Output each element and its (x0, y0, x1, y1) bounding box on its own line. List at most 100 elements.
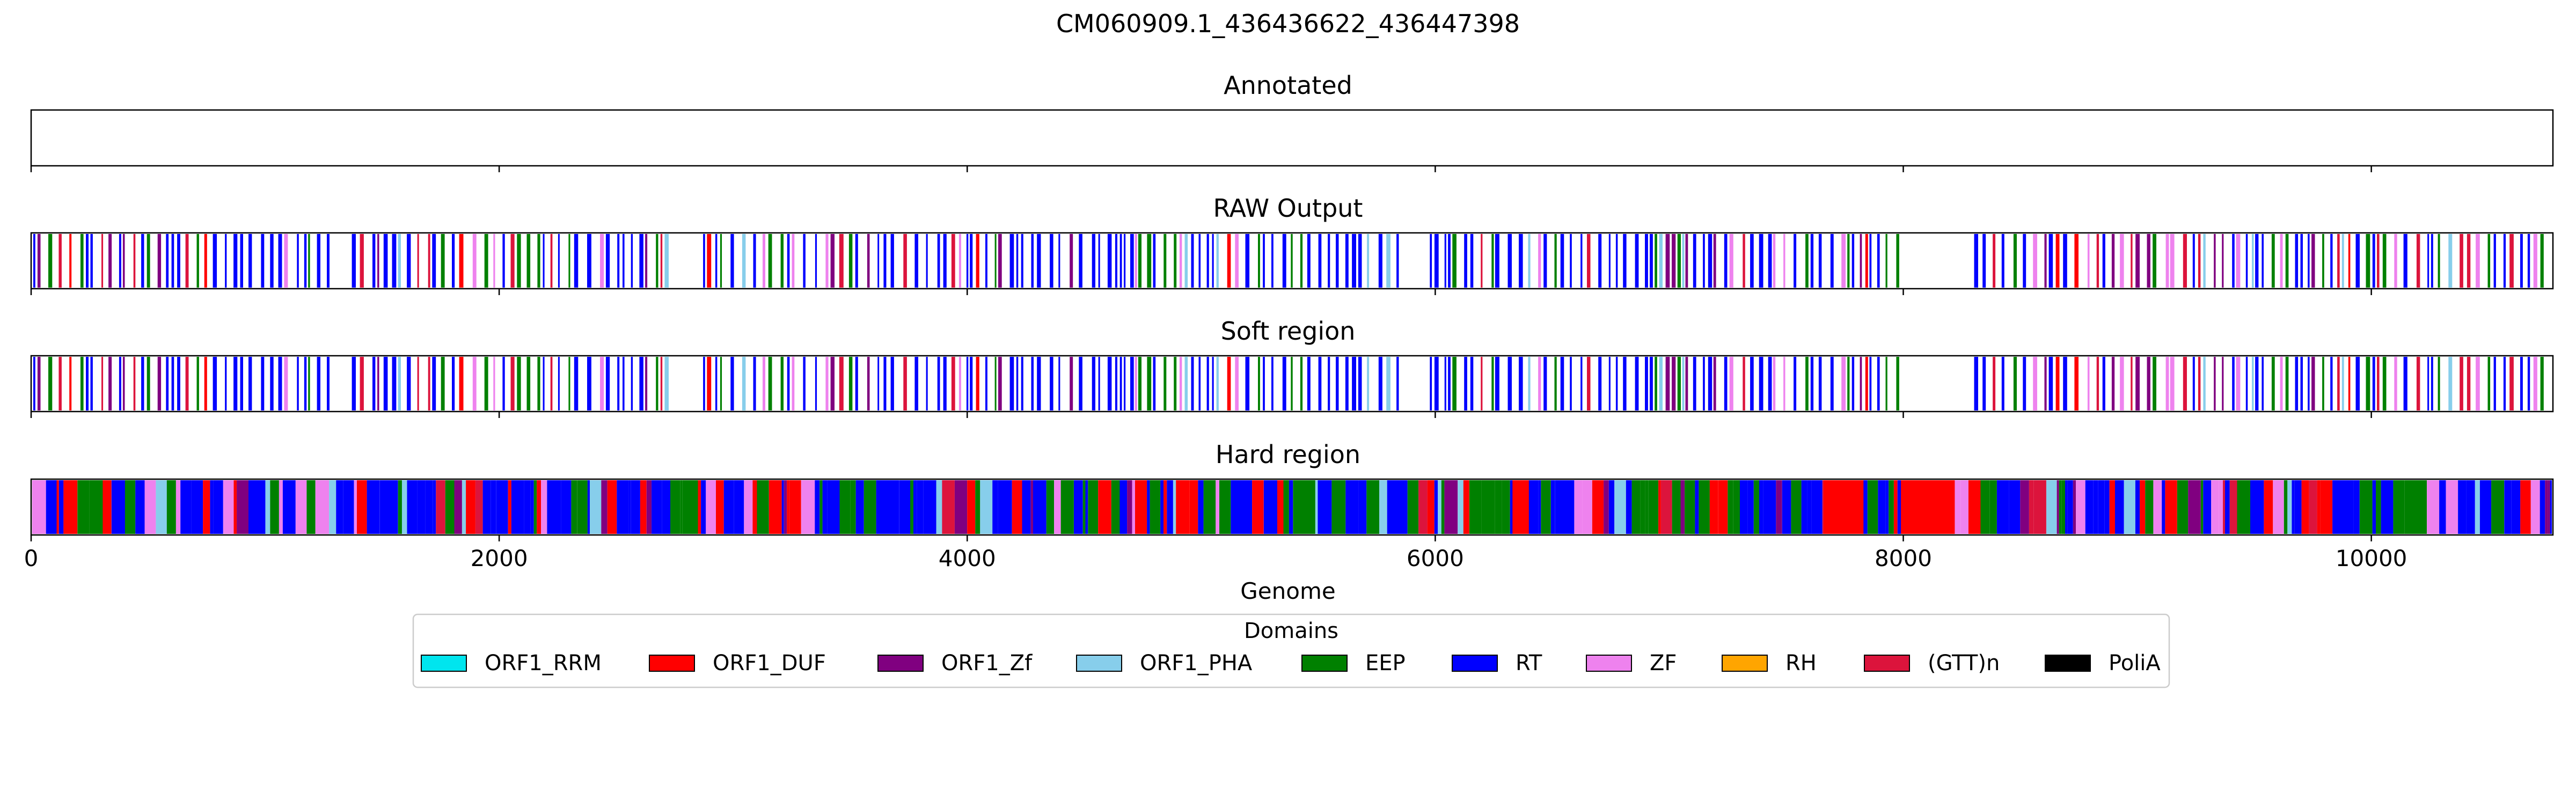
domain-segment (1877, 234, 1880, 288)
track-segments (33, 234, 2544, 288)
domain-segment (2033, 357, 2037, 410)
domain-segment (1458, 480, 1463, 534)
domain-segment (2337, 234, 2340, 288)
track: Annotated (30, 71, 2554, 172)
domain-segment (2023, 234, 2026, 288)
chart-title: CM060909.1_436436622_436447398 (1056, 9, 1520, 38)
domain-segment (753, 234, 756, 288)
domain-segment (2237, 480, 2250, 534)
domain-segment (484, 234, 488, 288)
domain-segment (780, 234, 784, 288)
domain-segment (1989, 480, 1997, 534)
domain-segment (432, 357, 436, 410)
domain-segment (913, 480, 917, 534)
domain-segment (133, 357, 136, 410)
domain-segment (284, 234, 288, 288)
domain-segment (80, 357, 84, 410)
domain-segment (1438, 480, 1441, 534)
domain-segment (942, 480, 955, 534)
domain-segment (1640, 480, 1645, 534)
domain-segment (943, 234, 947, 288)
domain-segment (352, 357, 356, 410)
domain-segment (976, 234, 979, 288)
domain-segment (1495, 480, 1502, 534)
domain-segment (720, 234, 722, 288)
domain-segment (1079, 234, 1082, 288)
domain-segment (496, 480, 508, 534)
legend-label: RH (1785, 651, 1817, 676)
domain-segment (1860, 234, 1862, 288)
domain-segment (617, 480, 629, 534)
domain-segment (1604, 480, 1609, 534)
domain-segment (1448, 357, 1451, 410)
domain-segment (1386, 234, 1391, 288)
domain-segment (1263, 234, 1265, 288)
domain-segment (943, 357, 947, 410)
domain-segment (1718, 480, 1728, 534)
domain-segment (1631, 480, 1641, 534)
domain-segment (225, 234, 227, 288)
domain-segment (1747, 480, 1754, 534)
domain-segment (601, 480, 608, 534)
domain-segment (951, 357, 955, 410)
domain-segment (1560, 357, 1564, 410)
domain-segment (101, 357, 104, 410)
domain-segment (1614, 480, 1626, 534)
domain-segment (2509, 357, 2514, 410)
legend-swatch (2045, 655, 2091, 672)
domain-segment (2165, 480, 2177, 534)
domain-segment (2147, 234, 2150, 288)
domain-segment (2308, 234, 2310, 288)
domain-segment (46, 480, 57, 534)
domain-segment (1082, 480, 1086, 534)
domain-segment (1587, 357, 1591, 410)
domain-segment (1824, 480, 1864, 534)
domain-segment (1130, 234, 1134, 288)
domain-segment (377, 234, 379, 288)
domain-segment (2085, 480, 2094, 534)
domain-segment (660, 357, 663, 410)
domain-segment (2372, 357, 2375, 410)
domain-segment (2177, 480, 2183, 534)
domain-segment (1695, 480, 1699, 534)
domain-segment (1807, 480, 1812, 534)
domain-segment (885, 480, 899, 534)
domain-segment (1555, 480, 1564, 534)
domain-segment (1592, 480, 1604, 534)
domain-segment (2262, 234, 2264, 288)
domain-segment (2458, 480, 2467, 534)
domain-segment (1980, 480, 1990, 534)
domain-segment (2063, 357, 2067, 410)
domain-segment (452, 357, 455, 410)
domain-segment (2222, 234, 2224, 288)
domain-segment (2295, 357, 2299, 410)
domain-segment (436, 480, 445, 534)
legend-swatch (1864, 655, 1910, 672)
domain-segment (533, 480, 537, 534)
domain-segment (108, 357, 112, 410)
domain-segment (1060, 480, 1074, 534)
domain-segment (1363, 480, 1367, 534)
domain-segment (2487, 357, 2491, 410)
domain-segment (2348, 234, 2351, 288)
domain-segment (664, 357, 669, 410)
domain-segment (2214, 234, 2216, 288)
domain-segment (1582, 480, 1592, 534)
domain-segment (1554, 357, 1557, 410)
domain-segment (452, 234, 455, 288)
domain-segment (472, 357, 477, 410)
domain-segment (37, 357, 41, 410)
domain-segment (587, 357, 591, 410)
domain-segment (1009, 357, 1014, 410)
domain-segment (1753, 480, 1759, 534)
domain-segment (1791, 480, 1802, 534)
domain-segment (1507, 234, 1512, 288)
domain-segment (502, 234, 505, 288)
legend-label: ORF1_RRM (485, 651, 602, 676)
domain-segment (2013, 357, 2017, 410)
legend-label: RT (1516, 651, 1542, 676)
domain-segment (2431, 357, 2433, 410)
domain-segment (2527, 234, 2530, 288)
domain-segment (2044, 234, 2047, 288)
domain-segment (1235, 234, 1239, 288)
